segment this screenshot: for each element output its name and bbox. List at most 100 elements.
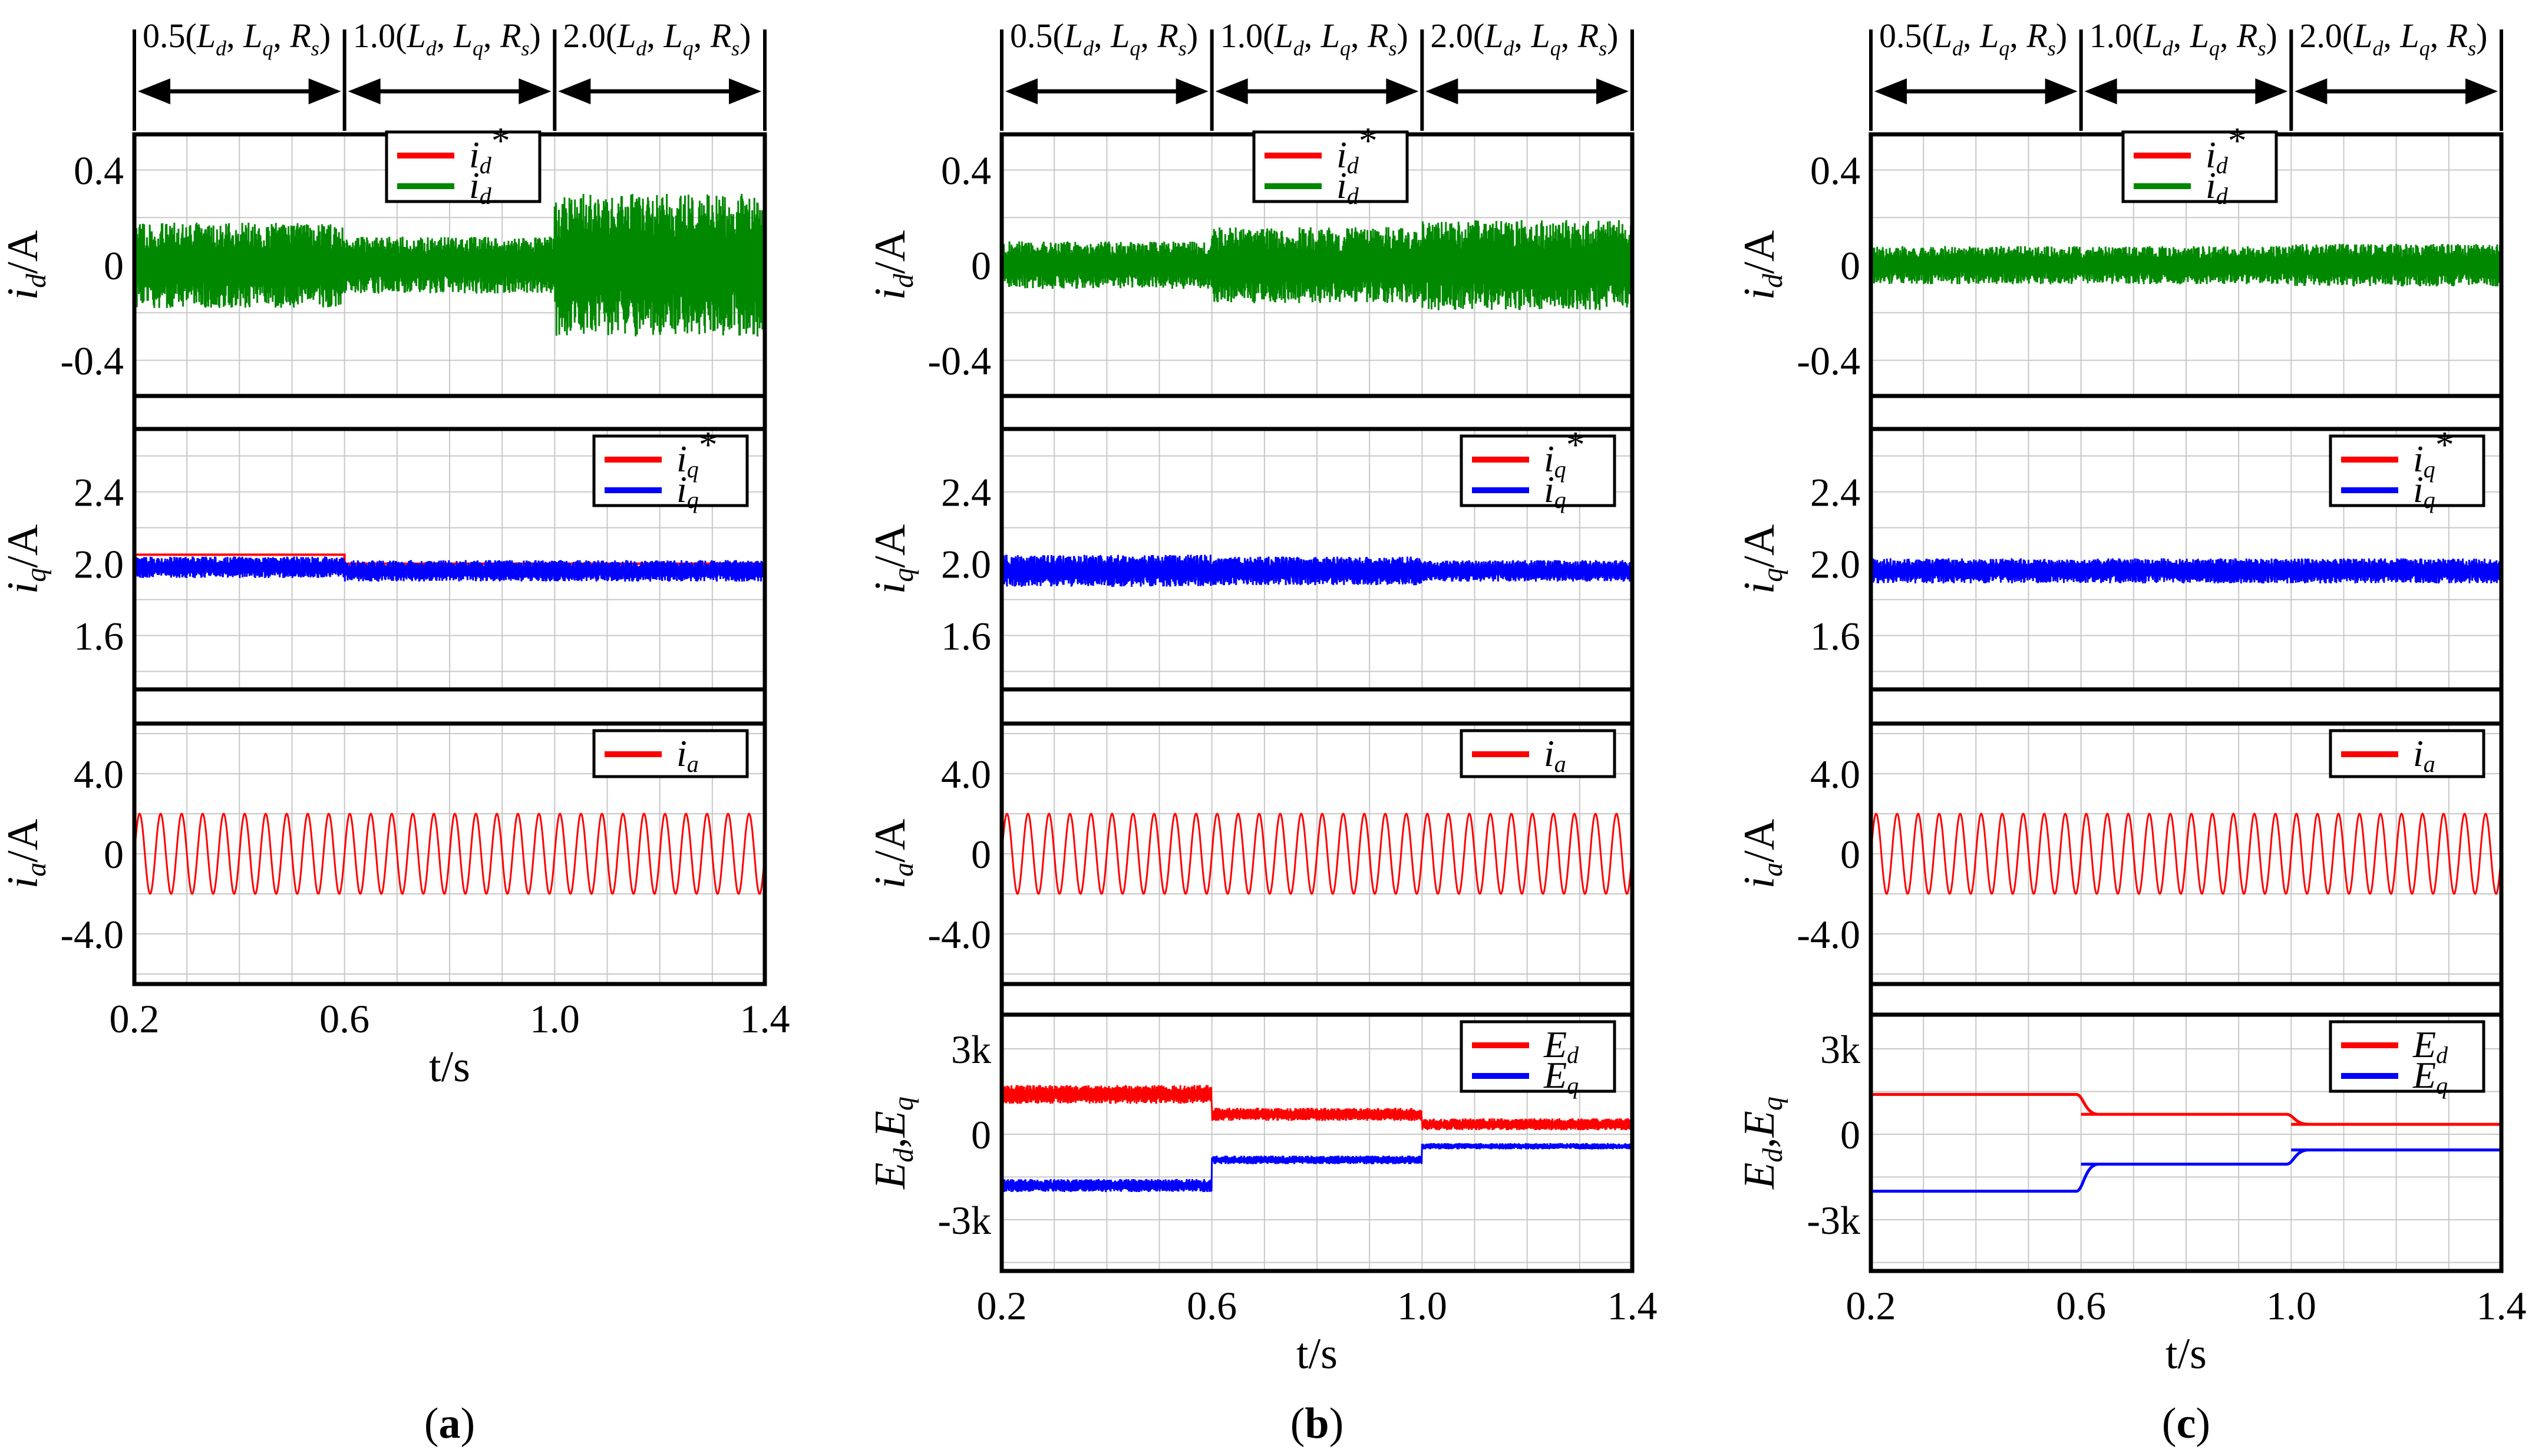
paren-open: ( (1290, 1399, 1305, 1448)
ylabel-comma: , (866, 1137, 915, 1148)
legend-entry: id* (1336, 120, 1378, 179)
legend-base: E (2412, 1024, 2436, 1065)
legend-base: E (1543, 1024, 1567, 1065)
legend-entry: id (469, 164, 492, 209)
param-symbol: L (1110, 16, 1130, 55)
y-tick-label: 1.6 (74, 614, 124, 659)
y-tick-label: 2.4 (74, 470, 124, 515)
subplot-frame (999, 1012, 1635, 1273)
legend-entry: id (2206, 164, 2229, 209)
legend-base: i (1544, 438, 1554, 480)
subplot-frame (999, 427, 1635, 692)
series-group (1871, 243, 2501, 287)
legend-sub: d (2216, 183, 2229, 209)
legend-base: E (1543, 1054, 1567, 1096)
y-tick-label: 2.4 (941, 470, 991, 515)
y-axis-label: ia/A (0, 819, 52, 889)
ylabel-main: i (1735, 582, 1784, 595)
y-tick-label: 0.4 (941, 148, 991, 193)
ylabel-unit: /A (0, 524, 47, 568)
segment-factor: 1.0( (353, 16, 407, 55)
param-sep: , (1351, 16, 1368, 55)
arrow-right-head (2045, 78, 2078, 104)
y-tick-label: -0.4 (1797, 338, 1860, 383)
series-group (134, 193, 765, 337)
y-tick-label: -4.0 (927, 912, 991, 957)
param-sub: d (2163, 37, 2174, 60)
segment-factor: 1.0( (2089, 16, 2144, 55)
param-sub: s (1178, 37, 1187, 60)
legend-box (1460, 1020, 1616, 1093)
legend-sub: a (1554, 751, 1566, 777)
param-symbol: L (1273, 16, 1293, 55)
param-symbol: L (663, 16, 682, 55)
x-tick-label: 1.4 (1607, 1283, 1658, 1328)
legend-sub: d (1347, 152, 1359, 179)
param-sep: , (483, 16, 500, 55)
x-tick-label: 1.4 (740, 996, 790, 1041)
arrow-right-head (729, 78, 761, 104)
param-sep: , (1514, 16, 1531, 55)
ylabel-main: E (1735, 1163, 1784, 1190)
subplot-frame (1869, 1012, 2504, 1273)
ylabel-unit: /A (1735, 524, 1784, 568)
segment-factor: 2.0( (2299, 16, 2353, 55)
ylabel-main: i (0, 877, 47, 889)
y-tick-label: 2.0 (1810, 542, 1860, 587)
series-ia (134, 813, 765, 895)
param-symbol: R (1157, 16, 1178, 55)
param-symbol: L (1979, 16, 1999, 55)
legend-entry: Ed (2412, 1024, 2448, 1068)
param-sub: q (2209, 37, 2220, 60)
param-symbol: L (1933, 16, 1952, 55)
param-sep: , (1963, 16, 1980, 55)
legend-base: i (1544, 468, 1554, 510)
legend-sub: q (687, 487, 699, 513)
legend-base: i (676, 438, 687, 480)
separator-bar (999, 394, 1635, 431)
subplot: 0.40-0.4id/Aid*id (1735, 120, 2504, 398)
ylabel-sub: a (1757, 863, 1788, 877)
param-symbol: L (1064, 16, 1083, 55)
ylabel-comma: , (1735, 1137, 1784, 1148)
y-axis-label: id/A (866, 230, 919, 301)
ylabel-main: i (866, 877, 915, 889)
x-tick-label: 0.2 (977, 1283, 1027, 1328)
y-axis-label: iq/A (1735, 524, 1788, 595)
legend-sup: * (491, 120, 510, 161)
ylabel-sub: q (888, 568, 919, 582)
param-sep: , (226, 16, 243, 55)
y-tick-label: 0 (1840, 1112, 1860, 1157)
ylabel-main: i (0, 288, 47, 301)
ylabel-main: E (866, 1163, 915, 1190)
param-sep: , (694, 16, 711, 55)
param-sep: , (646, 16, 663, 55)
param-symbol: L (2143, 16, 2162, 55)
y-tick-label: 4.0 (1810, 752, 1860, 797)
param-sep: , (273, 16, 290, 55)
param-symbol: R (2026, 16, 2047, 55)
x-tick-label: 1.0 (2266, 1283, 2316, 1328)
legend-base: i (1544, 732, 1554, 774)
legend-entry: id (1336, 164, 1359, 209)
param-sub: s (521, 37, 529, 60)
param-symbol: R (289, 16, 311, 55)
param-symbol: R (1577, 16, 1599, 55)
subplot: 4.00-4.0ia/Aia (866, 721, 1635, 986)
param-sep: , (1304, 16, 1321, 55)
param-symbol: L (453, 16, 473, 55)
ylabel-sub: q (21, 568, 52, 582)
legend-sup: * (2228, 120, 2247, 161)
x-tick-label: 1.0 (530, 996, 580, 1041)
series-Ed (1871, 1092, 2501, 1126)
param-sub: q (2419, 37, 2430, 60)
param-sep: ) (1187, 16, 1198, 55)
legend-entry: iq (1544, 468, 1566, 513)
param-sep: ) (1397, 16, 1408, 55)
subplot: 0.40-0.4id/Aid*id (0, 120, 767, 398)
panel-label: (b) (1290, 1399, 1343, 1448)
legend-sub: q (687, 456, 699, 483)
arrow-left-head (1005, 78, 1038, 104)
legend-sub: a (687, 751, 699, 777)
